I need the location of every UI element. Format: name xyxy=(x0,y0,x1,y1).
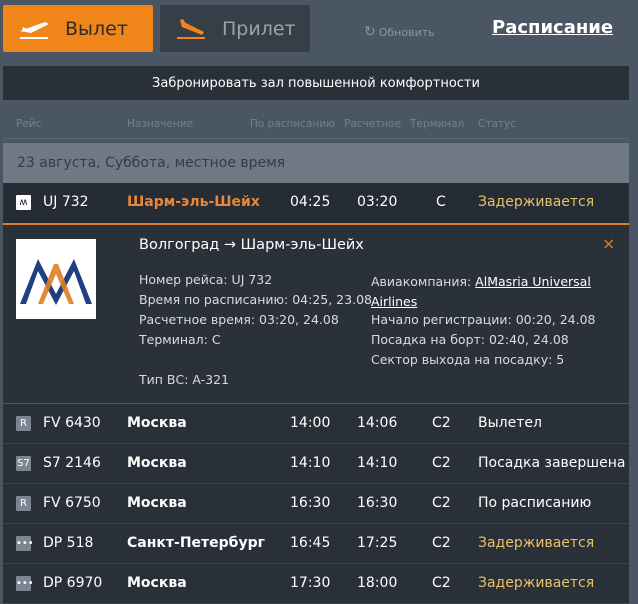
col-destination: Назначение xyxy=(127,118,194,130)
terminal: C2 xyxy=(432,575,451,591)
col-scheduled: По расписанию xyxy=(250,118,335,130)
col-status: Статус xyxy=(478,118,516,130)
divider xyxy=(3,138,629,139)
detail-gate: Сектор выхода на посадку: 5 xyxy=(371,352,565,367)
refresh-icon: ↻ xyxy=(364,24,376,40)
estimated-time: 16:30 xyxy=(357,495,398,511)
airline-logo-icon: R xyxy=(16,496,31,511)
detail-checkin: Начало регистрации: 00:20, 24.08 xyxy=(371,312,596,327)
flight-row[interactable]: R FV 6430 Москва 14:00 14:06 C2 Вылетел xyxy=(3,404,629,444)
destination: Москва xyxy=(127,415,187,431)
tab-arrival-label: Прилет xyxy=(222,17,296,40)
detail-scheduled: Время по расписанию: 04:25, 23.08 xyxy=(139,292,372,307)
scheduled-time: 16:45 xyxy=(290,535,331,551)
estimated-time: 03:20 xyxy=(357,194,398,210)
flight-number: DP 6970 xyxy=(43,575,103,591)
date-header: 23 августа, Суббота, местное время xyxy=(3,143,629,183)
flight-number: FV 6430 xyxy=(43,415,101,431)
flight-row[interactable]: ••• DP 518 Санкт-Петербург 16:45 17:25 C2 Заде… xyxy=(3,524,629,564)
route: Волгоград → Шарм-эль-Шейх xyxy=(139,237,364,253)
flight-number: DP 518 xyxy=(43,535,94,551)
col-terminal: Терминал xyxy=(410,118,465,130)
airline-logo-icon: ʍ xyxy=(16,195,31,210)
schedule-link[interactable]: Расписание xyxy=(492,17,614,38)
destination: Москва xyxy=(127,495,187,511)
plane-takeoff-icon xyxy=(20,21,49,39)
status: Задерживается xyxy=(478,194,595,210)
airline-logo-icon: S7 xyxy=(16,456,31,471)
detail-flight-number: Номер рейса: UJ 732 xyxy=(139,272,273,287)
scheduled-time: 14:00 xyxy=(290,415,331,431)
tab-departure-label: Вылет xyxy=(65,17,128,40)
destination: Шарм-эль-Шейх xyxy=(127,194,260,210)
airline-link[interactable]: AlMasria Universal Airlines xyxy=(371,274,591,309)
scheduled-time: 17:30 xyxy=(290,575,331,591)
flight-number: S7 2146 xyxy=(43,455,101,471)
airline-logo xyxy=(16,239,96,319)
status: Посадка завершена xyxy=(478,455,626,471)
refresh-button[interactable]: ↻ Обновить xyxy=(364,24,435,40)
airline-label: Авиакомпания: xyxy=(371,274,476,289)
refresh-label: Обновить xyxy=(378,25,435,39)
flight-row-expanded[interactable]: ʍ UJ 732 Шарм-эль-Шейх 04:25 03:20 C Зад… xyxy=(3,183,629,223)
destination: Москва xyxy=(127,575,187,591)
flight-row[interactable]: R FV 6750 Москва 16:30 16:30 C2 По расписанию xyxy=(3,484,629,524)
flight-number: UJ 732 xyxy=(43,194,89,210)
status: По расписанию xyxy=(478,495,592,511)
flight-row[interactable]: ••• DP 6970 Москва 17:30 18:00 C2 Задерживаетс… xyxy=(3,564,629,604)
estimated-time: 14:10 xyxy=(357,455,398,471)
scheduled-time: 14:10 xyxy=(290,455,331,471)
airline-logo-icon: R xyxy=(16,416,31,431)
tab-departure[interactable]: Вылет xyxy=(3,5,153,52)
terminal: C2 xyxy=(432,535,451,551)
flight-details-panel: Волгоград → Шарм-эль-Шейх Номер рейса: U… xyxy=(3,223,629,403)
col-flight: Рейс xyxy=(16,118,42,130)
status: Задерживается xyxy=(478,575,595,591)
status: Задерживается xyxy=(478,535,595,551)
col-estimated: Расчетное xyxy=(344,118,402,130)
book-lounge-banner[interactable]: Забронировать зал повышенной комфортност… xyxy=(3,66,629,100)
estimated-time: 18:00 xyxy=(357,575,398,591)
estimated-time: 17:25 xyxy=(357,535,398,551)
destination: Санкт-Петербург xyxy=(127,535,265,551)
scheduled-time: 16:30 xyxy=(290,495,331,511)
terminal: C2 xyxy=(432,415,451,431)
terminal: C2 xyxy=(432,455,451,471)
detail-estimated: Расчетное время: 03:20, 24.08 xyxy=(139,312,339,327)
airline-logo-icon: ••• xyxy=(16,576,34,591)
flight-number: FV 6750 xyxy=(43,495,101,511)
terminal: C xyxy=(436,194,446,210)
flight-row[interactable]: S7 S7 2146 Москва 14:10 14:10 C2 Посадка завер… xyxy=(3,444,629,484)
detail-terminal: Терминал: C xyxy=(139,332,221,347)
tab-arrival[interactable]: Прилет xyxy=(160,5,310,52)
scheduled-time: 04:25 xyxy=(290,194,331,210)
close-icon[interactable]: × xyxy=(602,234,616,253)
destination: Москва xyxy=(127,455,187,471)
plane-landing-icon xyxy=(177,18,205,39)
terminal: C2 xyxy=(432,495,451,511)
detail-aircraft: Тип ВС: A-321 xyxy=(139,372,230,387)
detail-boarding: Посадка на борт: 02:40, 24.08 xyxy=(371,332,569,347)
estimated-time: 14:06 xyxy=(357,415,398,431)
airline-logo-icon: ••• xyxy=(16,536,34,551)
status: Вылетел xyxy=(478,415,542,431)
